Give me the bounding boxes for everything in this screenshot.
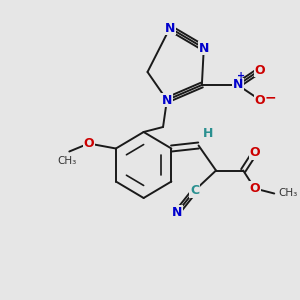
Text: O: O bbox=[255, 64, 266, 76]
Text: O: O bbox=[250, 182, 260, 195]
Text: N: N bbox=[232, 79, 243, 92]
Text: O: O bbox=[255, 94, 266, 106]
Text: O: O bbox=[250, 146, 260, 159]
Text: −: − bbox=[265, 90, 277, 104]
Text: CH₃: CH₃ bbox=[278, 188, 297, 199]
Text: N: N bbox=[199, 41, 209, 55]
Text: +: + bbox=[237, 71, 245, 81]
Text: C: C bbox=[190, 184, 199, 197]
Text: N: N bbox=[165, 22, 175, 34]
Text: H: H bbox=[203, 127, 213, 140]
Text: O: O bbox=[83, 137, 94, 150]
Text: N: N bbox=[172, 206, 182, 219]
Text: N: N bbox=[162, 94, 172, 106]
Text: CH₃: CH₃ bbox=[58, 157, 77, 166]
